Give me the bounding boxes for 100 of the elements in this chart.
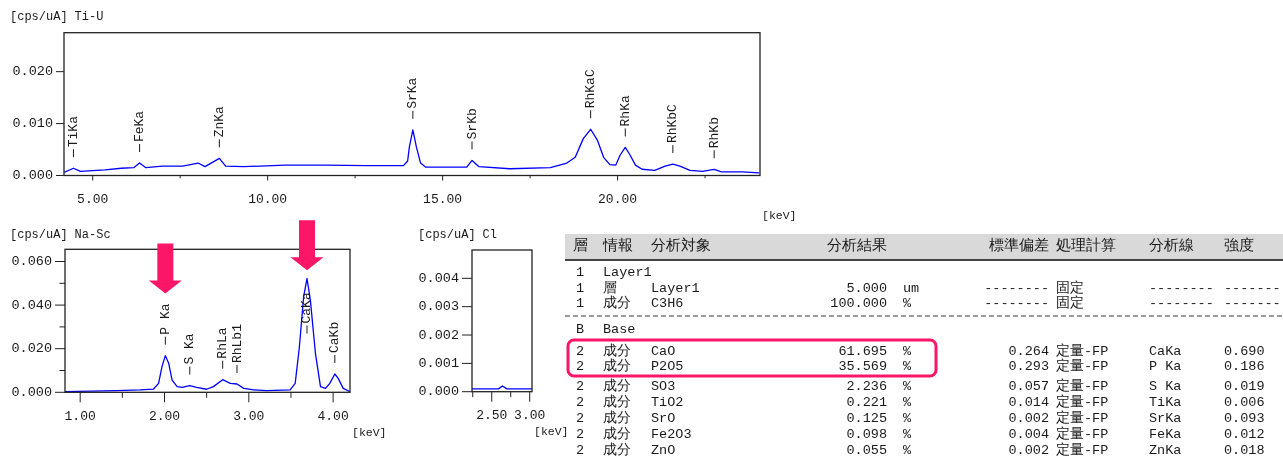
text: 0.012: [1224, 426, 1265, 442]
text: %: [903, 426, 912, 442]
text: 0.221: [846, 394, 887, 410]
y-tick-label: 0.040: [11, 297, 52, 313]
text: SrKa: [1149, 410, 1182, 426]
text: Base: [603, 321, 636, 337]
text: -------: [1224, 280, 1281, 296]
text: 0.098: [846, 426, 887, 442]
text: ZnKa: [1149, 442, 1182, 458]
text: 処理計算: [1056, 237, 1116, 255]
text: SO3: [651, 378, 676, 394]
x-tick-label: 2.00: [148, 408, 181, 424]
text: 0.002: [1008, 442, 1049, 458]
y-axis-title: [cps/uA]: [418, 228, 476, 242]
text: 0.002: [1008, 410, 1049, 426]
x-tick-label: 2.50: [476, 408, 508, 424]
x-tick-label: 5.00: [77, 192, 109, 207]
y-tick-label: 0.000: [12, 168, 53, 183]
x-tick-label: 3.00: [233, 408, 265, 424]
text: 0.186: [1224, 358, 1265, 374]
text: %: [903, 410, 912, 426]
annotation: CaKb: [327, 321, 343, 353]
x-axis-title: [keV]: [534, 425, 569, 439]
text: --------: [984, 295, 1049, 311]
x-axis-title: [keV]: [762, 209, 797, 222]
y-tick-label: 0.010: [12, 116, 53, 132]
text: 2: [575, 343, 585, 359]
text: 成分: [603, 409, 631, 426]
annotation: RhKbC: [665, 103, 681, 144]
text: 定量-FP: [1056, 441, 1109, 458]
text: 0.019: [1224, 378, 1265, 394]
text: 固定: [1056, 279, 1084, 296]
annotation: CaKa: [299, 292, 315, 324]
text: 2: [575, 410, 585, 426]
text: -------: [1224, 295, 1281, 311]
x-tick-label: 15.00: [423, 192, 463, 207]
text: 2: [575, 442, 585, 458]
text: um: [903, 280, 920, 296]
text: 定量-FP: [1056, 342, 1109, 359]
text: 標準偏差: [989, 237, 1049, 255]
text: %: [903, 394, 912, 410]
annotation: TiKa: [65, 115, 81, 148]
text: 成分: [603, 393, 631, 410]
x-axis-title: [keV]: [352, 425, 387, 439]
text: FeKa: [1149, 426, 1182, 442]
text: --------: [1149, 280, 1214, 296]
text: 層: [572, 238, 588, 255]
text: 成分: [603, 342, 631, 359]
text: 成分: [603, 294, 631, 311]
y-tick-label: 0.002: [418, 327, 459, 343]
text: 定量-FP: [1056, 425, 1109, 442]
text: 2: [575, 378, 585, 394]
text: %: [903, 295, 912, 311]
annotation: RhLa: [215, 327, 231, 359]
text: 0.125: [846, 410, 887, 426]
y-tick-label: 0.003: [418, 299, 459, 315]
chart-title: Na-Sc: [74, 228, 111, 242]
y-tick-label: 0.000: [11, 384, 52, 400]
text: 35.569: [838, 358, 887, 374]
annotation: RhLb1: [229, 323, 245, 364]
text: 2: [575, 426, 585, 442]
y-axis-title: [cps/uA]: [10, 228, 68, 242]
text: 成分: [603, 357, 631, 374]
text: 成分: [603, 425, 631, 442]
annotation: RhKb: [706, 117, 722, 149]
y-tick-label: 0.020: [11, 341, 52, 357]
text: 0.004: [1008, 426, 1049, 442]
text: 固定: [1056, 294, 1084, 311]
text: 定量-FP: [1056, 409, 1109, 426]
text: 定量-FP: [1056, 377, 1109, 394]
x-tick-label: 3.00: [514, 408, 546, 424]
text: Layer1: [651, 280, 700, 296]
text: CaKa: [1149, 343, 1182, 359]
text: 2: [575, 358, 585, 374]
text: 0.690: [1224, 343, 1265, 359]
line-series: [65, 277, 350, 393]
text: TiKa: [1149, 394, 1182, 410]
annotation: SrKb: [464, 108, 480, 140]
text: B: [575, 321, 585, 337]
text: 0.006: [1224, 394, 1265, 410]
y-tick-label: 0.001: [418, 355, 459, 371]
text: 分析対象: [651, 237, 711, 255]
annotation: S Ka: [182, 333, 198, 365]
text: --------: [984, 280, 1049, 296]
text: S Ka: [1149, 378, 1182, 394]
text: 61.695: [838, 343, 887, 359]
text: C3H6: [651, 295, 684, 311]
annotation: RhKa: [617, 95, 633, 127]
annotation: SrKa: [405, 77, 421, 109]
text: 2.236: [846, 378, 887, 394]
text: 0.293: [1008, 358, 1049, 374]
text: TiO2: [651, 394, 684, 410]
x-tick-label: 10.00: [248, 192, 288, 207]
text: 定量-FP: [1056, 357, 1109, 374]
text: 定量-FP: [1056, 393, 1109, 410]
text: SrO: [651, 410, 676, 426]
text: %: [903, 378, 912, 394]
text: 2: [575, 394, 585, 410]
text: 5.000: [846, 280, 887, 296]
text: 成分: [603, 377, 631, 394]
